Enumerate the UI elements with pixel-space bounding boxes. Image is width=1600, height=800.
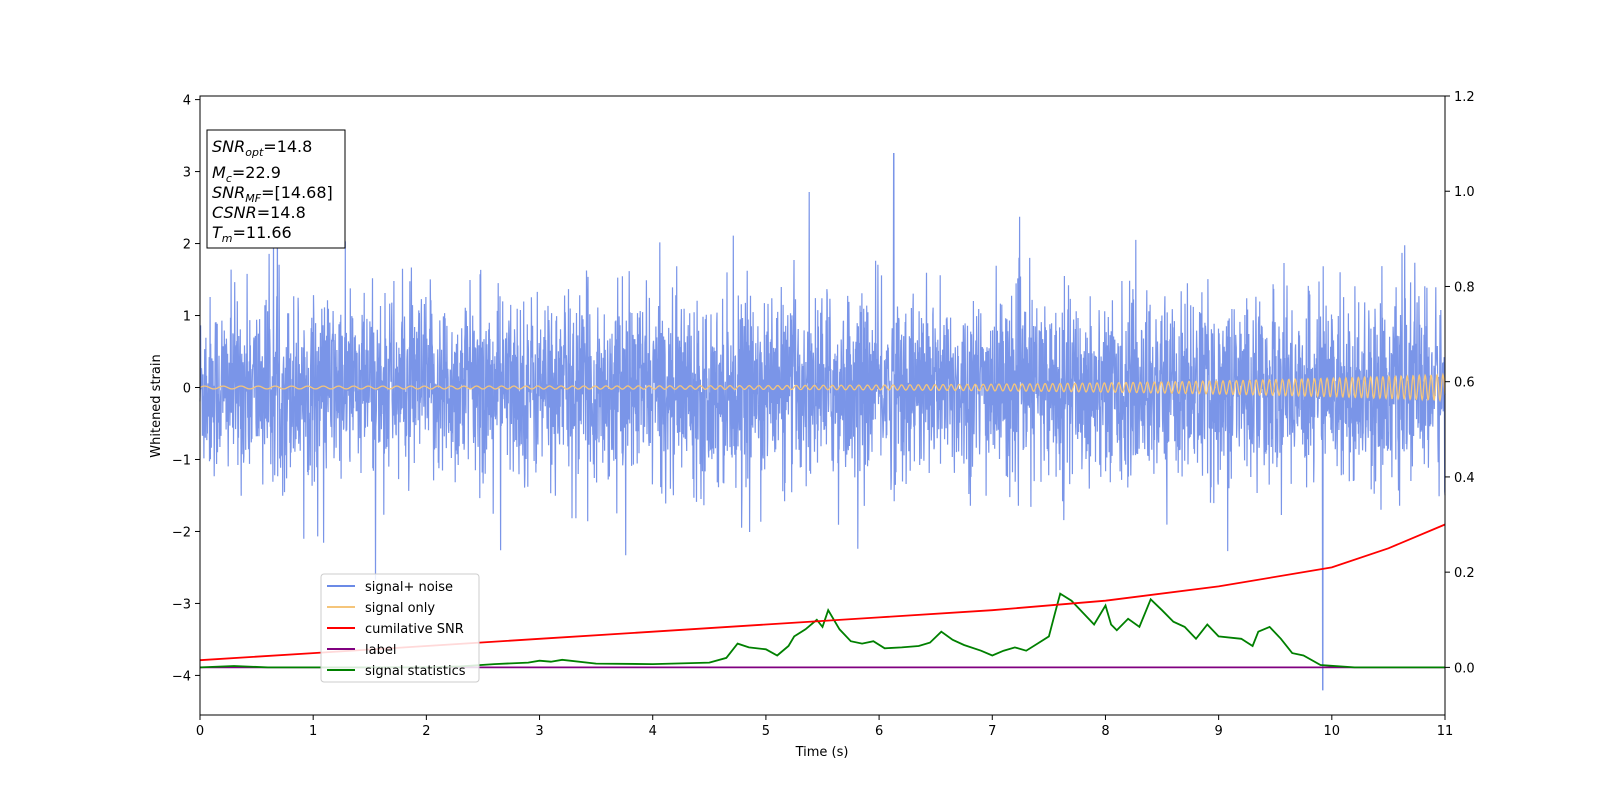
legend-label: cumilative SNR [365,622,464,637]
legend: signal+ noise signal only cumilative SNR la… [320,573,480,683]
y-left-tick-label: 3 [183,166,191,181]
x-tick-label: 2 [422,724,430,739]
x-tick-label: 11 [1437,724,1454,739]
signal-statistics-line [199,592,1445,669]
x-tick-label: 7 [988,724,996,739]
y-right-tick-label: 0.8 [1454,280,1475,295]
y-left-tick-label: −1 [172,453,191,468]
y-right-tick-label: 0.2 [1454,566,1475,581]
y-left-tick-label: 0 [183,382,191,397]
y-left-tick-label: −4 [172,669,191,684]
legend-label: signal statistics [365,664,466,679]
x-tick-label: 8 [1101,724,1109,739]
x-tick-label: 1 [309,724,317,739]
y-right-tick-label: 0.0 [1454,661,1475,676]
info-box-line: SNRMF=[14.68] [212,183,333,205]
y-right-tick-label: 1.2 [1454,90,1475,105]
x-tick-label: 6 [875,724,883,739]
y-right-tick-label: 0.4 [1454,471,1475,486]
x-tick-label: 4 [649,724,657,739]
y-right-tick-label: 0.6 [1454,376,1475,391]
y-right-tick-label: 1.0 [1454,185,1475,200]
legend-label: signal+ noise [365,580,453,595]
signal-noise-line [199,153,1446,691]
y-left-tick-label: 1 [183,310,191,325]
y-axis-left: −4 −3 −2 −1 0 1 2 3 4 [172,94,200,684]
x-axis: 0 1 2 3 4 5 6 7 8 9 10 11 [196,715,1453,739]
y-left-tick-label: 4 [183,94,191,109]
x-tick-label: 0 [196,724,204,739]
legend-label: label [365,643,396,658]
y-left-tick-label: 2 [183,238,191,253]
y-axis-right: 0.0 0.2 0.4 0.6 0.8 1.0 1.2 [1445,90,1475,676]
info-box-line: Mc=22.9 [212,163,281,185]
signal-only-line [199,372,1446,403]
info-box-line: SNRopt=14.8 [212,137,312,159]
info-box-line: CSNR=14.8 [212,203,306,222]
plot-frame [199,95,1446,716]
x-tick-label: 5 [762,724,770,739]
info-box: SNRopt=14.8 Mc=22.9SNRMF=[14.68]CSNR=14.8… [206,129,346,249]
x-axis-label: Time (s) [795,745,849,760]
info-box-line: Tm=11.66 [212,223,292,245]
y-left-tick-label: −3 [172,597,191,612]
x-tick-label: 10 [1324,724,1341,739]
legend-label: signal only [365,601,435,616]
x-tick-label: 3 [535,724,543,739]
y-axis-label: Whitened strain [149,354,164,457]
y-left-tick-label: −2 [172,525,191,540]
x-tick-label: 9 [1214,724,1222,739]
